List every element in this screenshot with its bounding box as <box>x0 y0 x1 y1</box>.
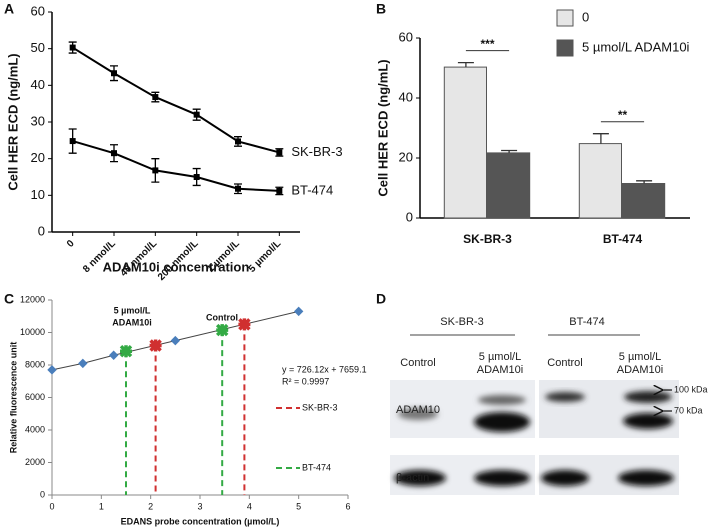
point <box>235 185 241 192</box>
y-tick-label: 0 <box>38 223 45 238</box>
marker-label: 100 kDa <box>674 384 708 394</box>
bar <box>487 152 531 219</box>
legend-label: 0 <box>582 9 589 24</box>
point <box>47 365 57 375</box>
series-line <box>72 140 280 192</box>
point <box>78 358 88 369</box>
x-tick-label: SK-BR-3 <box>463 232 512 246</box>
panel-label: A <box>4 1 14 17</box>
point <box>111 150 117 157</box>
x-axis-label: EDANS probe concentration (µmol/L) <box>121 516 280 526</box>
marker-label: 70 kDa <box>674 405 703 415</box>
x-tick-label: 6 <box>345 501 350 511</box>
series-label: SK-BR-3 <box>291 144 342 159</box>
x-tick-label: 2 <box>148 501 153 511</box>
x-tick-label: 1 <box>99 501 104 511</box>
series-label: BT-474 <box>291 182 333 197</box>
y-tick-label: 50 <box>31 40 45 55</box>
point <box>276 149 283 156</box>
y-tick-label: 4000 <box>25 424 45 434</box>
legend-swatch <box>556 39 574 57</box>
y-tick-label: 12000 <box>20 294 45 304</box>
y-tick-label: 6000 <box>25 392 45 402</box>
legend-label: SK-BR-3 <box>302 402 338 412</box>
y-tick-label: 0 <box>40 489 45 499</box>
error-bar <box>457 61 474 68</box>
point <box>152 94 159 101</box>
lane-label: Control <box>400 357 435 369</box>
y-tick-label: 0 <box>406 209 413 224</box>
group-label: BT-474 <box>569 316 604 328</box>
point <box>119 344 133 358</box>
series-line <box>72 46 280 154</box>
x-axis-label: ADAM10i concentration <box>103 259 250 274</box>
y-tick-label: 2000 <box>25 457 45 467</box>
y-tick-label: 40 <box>399 89 413 104</box>
point <box>108 350 119 360</box>
y-tick-label: 20 <box>399 149 413 164</box>
row-label: ADAM10 <box>396 404 440 416</box>
significance: ** <box>618 108 628 122</box>
point <box>69 138 76 145</box>
blot-image <box>390 380 679 495</box>
x-tick-label: BT-474 <box>603 232 643 246</box>
lane-label: ADAM10i <box>477 364 523 376</box>
point <box>111 70 117 77</box>
legend-swatch <box>556 9 574 27</box>
y-axis-label: Cell HER ECD (ng/mL) <box>5 53 20 190</box>
point <box>152 167 159 174</box>
error-bar <box>592 133 609 144</box>
x-tick-label: 5 µmol/L <box>247 238 284 275</box>
point <box>235 138 241 145</box>
significance: *** <box>480 37 494 51</box>
y-axis-label: Cell HER ECD (ng/mL) <box>375 59 390 196</box>
equation: y = 726.12x + 7659.1 <box>282 364 367 374</box>
y-tick-label: 30 <box>31 113 45 128</box>
legend-label: 5 µmol/L ADAM10i <box>582 39 690 54</box>
point <box>215 323 229 337</box>
y-tick-label: 8000 <box>25 359 45 369</box>
y-tick-label: 10 <box>31 187 45 202</box>
point <box>193 111 200 118</box>
y-tick-label: 60 <box>399 29 413 44</box>
bar <box>443 66 487 219</box>
point <box>69 44 76 51</box>
bar <box>622 183 666 219</box>
error-bar <box>501 149 518 153</box>
point <box>276 187 283 194</box>
x-tick-label: 0 <box>65 238 77 250</box>
x-tick-label: 4 <box>247 501 252 511</box>
point <box>293 306 304 317</box>
point <box>149 339 162 352</box>
annotation: 5 µmol/L <box>114 305 151 315</box>
annotation: ADAM10i <box>112 317 152 327</box>
lane-label: ADAM10i <box>617 364 663 376</box>
y-tick-label: 40 <box>31 77 45 92</box>
point <box>193 174 200 180</box>
panel-label: C <box>4 291 14 307</box>
y-tick-label: 10000 <box>20 327 45 337</box>
y-tick-label: 60 <box>31 3 45 18</box>
lane-label: Control <box>547 357 582 369</box>
y-axis-label: Relative fluorescence unit <box>8 342 18 454</box>
point <box>238 318 251 331</box>
group-label: SK-BR-3 <box>440 316 483 328</box>
panel-label: D <box>376 291 386 307</box>
x-tick-label: 5 <box>296 501 301 511</box>
y-tick-label: 20 <box>31 150 45 165</box>
bar <box>578 143 622 219</box>
lane-label: 5 µmol/L <box>619 351 661 363</box>
panel-label: B <box>376 1 386 17</box>
x-tick-label: 3 <box>197 501 202 511</box>
annotation: Control <box>206 312 238 322</box>
x-tick-label: 0 <box>49 501 54 511</box>
error-bar <box>636 180 653 184</box>
legend-label: BT-474 <box>302 462 331 472</box>
r-squared: R² = 0.9997 <box>282 376 329 386</box>
row-label: β-actin <box>396 472 429 484</box>
lane-label: 5 µmol/L <box>479 351 521 363</box>
point <box>170 335 181 346</box>
